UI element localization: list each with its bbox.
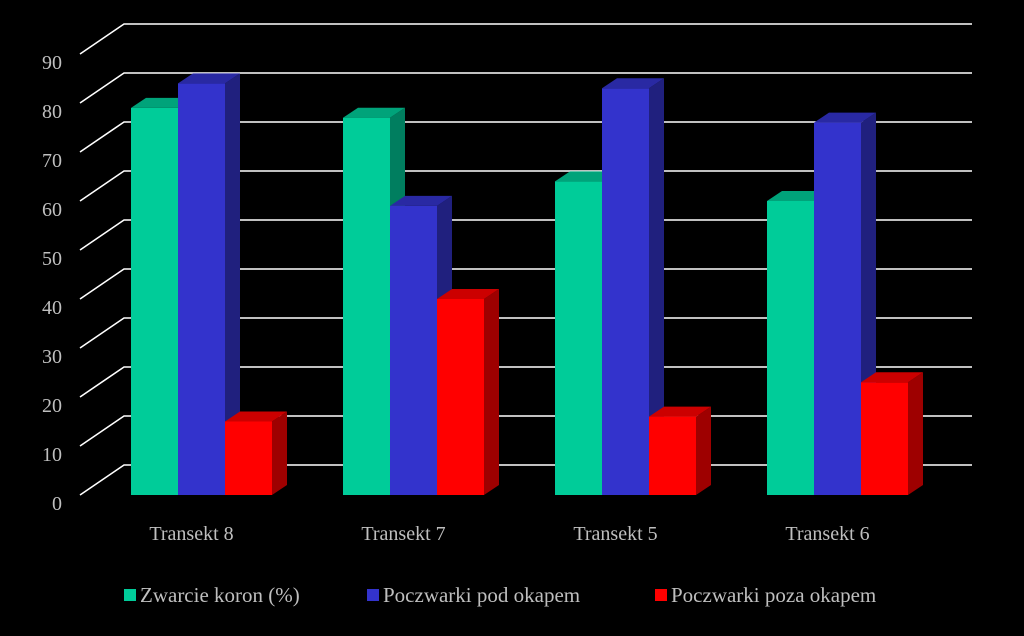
bar-front xyxy=(225,421,272,495)
legend-item: Poczwarki poza okapem xyxy=(655,583,876,607)
bar-top xyxy=(649,406,711,417)
gridline xyxy=(79,317,972,349)
y-tick-label: 50 xyxy=(42,248,62,270)
y-tick-label: 80 xyxy=(42,101,62,123)
legend-label: Poczwarki pod okapem xyxy=(383,583,580,607)
bar-top xyxy=(602,78,664,89)
bar-top xyxy=(343,107,405,118)
x-category-label: Transekt 8 xyxy=(149,523,233,545)
y-tick-label: 60 xyxy=(42,199,62,221)
gridline xyxy=(79,366,972,398)
bar xyxy=(861,372,923,495)
bar-top xyxy=(131,97,193,108)
y-tick-label: 0 xyxy=(52,493,62,515)
bar-top xyxy=(437,289,499,299)
gridline xyxy=(79,268,972,300)
gridline xyxy=(79,23,972,55)
y-tick-label: 40 xyxy=(42,297,62,319)
bar-front xyxy=(649,416,696,495)
gridline xyxy=(79,72,972,104)
bars xyxy=(131,73,923,496)
bar-top xyxy=(178,73,240,84)
gridline xyxy=(79,121,972,153)
x-axis-categories: Transekt 8 Transekt 7 Transekt 5 Transekt 6 xyxy=(149,523,869,545)
bar-top xyxy=(225,411,287,422)
legend-item: Poczwarki pod okapem xyxy=(367,583,580,607)
bar-top xyxy=(555,171,617,182)
bar-side xyxy=(484,289,499,495)
bar-top xyxy=(390,195,452,206)
bar-front xyxy=(178,83,225,496)
bar-front xyxy=(343,117,390,495)
bar-group xyxy=(131,73,287,496)
bar-side xyxy=(225,73,240,496)
x-category-label: Transekt 7 xyxy=(361,523,445,545)
bar-group xyxy=(767,112,923,495)
gridline xyxy=(79,170,972,202)
bar-group xyxy=(343,107,499,495)
x-category-label: Transekt 6 xyxy=(785,523,869,545)
legend-swatch xyxy=(655,589,667,601)
legend-swatch xyxy=(367,589,379,601)
bar xyxy=(178,73,240,496)
legend-swatch xyxy=(124,589,136,601)
bar-front xyxy=(390,205,437,495)
bar-front xyxy=(767,201,814,495)
y-axis-ticks: 0 10 20 30 40 50 60 70 80 90 xyxy=(42,52,62,515)
y-tick-label: 90 xyxy=(42,52,62,74)
bar-group xyxy=(555,78,711,496)
bar-front xyxy=(555,181,602,495)
bar xyxy=(602,78,664,496)
gridlines xyxy=(79,23,972,496)
bar-front xyxy=(602,88,649,496)
y-tick-label: 20 xyxy=(42,395,62,417)
y-tick-label: 70 xyxy=(42,150,62,172)
bar xyxy=(225,411,287,495)
bar-side xyxy=(649,78,664,496)
bar-front xyxy=(861,382,908,495)
legend-label: Zwarcie koron (%) xyxy=(140,583,300,607)
bar xyxy=(437,289,499,495)
bar-side xyxy=(908,372,923,495)
bar-front xyxy=(437,299,484,495)
legend-item: Zwarcie koron (%) xyxy=(124,583,300,607)
legend: Zwarcie koron (%) Poczwarki pod okapem Poc… xyxy=(124,583,876,607)
bar-front xyxy=(814,122,861,495)
bar xyxy=(649,406,711,495)
bar-side xyxy=(272,411,287,495)
bar-top xyxy=(767,191,829,201)
bar-top xyxy=(861,372,923,383)
y-tick-label: 10 xyxy=(42,444,62,466)
y-tick-label: 30 xyxy=(42,346,62,368)
x-category-label: Transekt 5 xyxy=(573,523,657,545)
bar-side xyxy=(696,406,711,495)
bar-top xyxy=(814,112,876,123)
gridline xyxy=(79,219,972,251)
legend-label: Poczwarki poza okapem xyxy=(671,583,876,607)
bar-front xyxy=(131,107,178,496)
